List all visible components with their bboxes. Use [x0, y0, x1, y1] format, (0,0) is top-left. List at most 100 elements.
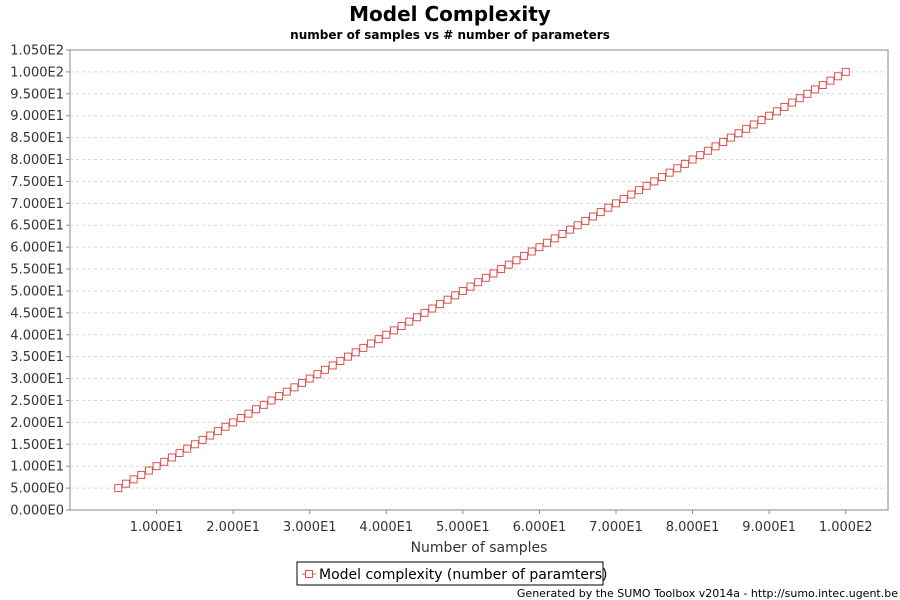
- data-point: [818, 81, 827, 90]
- y-axis: 0.000E0 5.000E0 1.000E1 1.500E1 2.000E1 2.500…: [10, 44, 70, 519]
- data-point: [275, 392, 284, 401]
- data-point: [726, 133, 735, 142]
- y-tick-label: 4.500E1: [10, 306, 64, 321]
- footer-credit: Generated by the SUMO Toolbox v2014a - h…: [517, 587, 898, 600]
- data-point: [290, 383, 299, 392]
- data-point: [397, 322, 406, 330]
- data-point: [550, 234, 559, 243]
- data-point: [841, 67, 850, 76]
- data-point: [129, 475, 138, 484]
- data-point: [634, 186, 643, 195]
- data-point: [351, 348, 360, 357]
- data-point: [504, 260, 513, 269]
- data-point: [451, 291, 460, 300]
- y-tick-label: 6.000E1: [10, 241, 64, 256]
- data-point: [405, 317, 414, 326]
- data-point: [305, 374, 314, 383]
- data-point: [160, 457, 169, 466]
- data-point: [497, 265, 506, 274]
- x-tick-label: 2.000E1: [206, 520, 260, 535]
- data-point: [359, 343, 368, 352]
- data-point: [382, 330, 391, 339]
- data-point: [206, 431, 215, 440]
- data-point: [566, 225, 575, 234]
- data-point: [344, 352, 352, 361]
- data-point: [757, 116, 766, 125]
- data-point: [366, 339, 375, 348]
- x-tick-label: 3.000E1: [283, 520, 337, 535]
- data-point: [527, 247, 536, 256]
- data-point: [458, 286, 467, 295]
- y-tick-label: 1.000E1: [10, 460, 64, 475]
- y-tick-label: 9.500E1: [10, 87, 64, 102]
- data-point: [650, 177, 659, 186]
- data-point: [328, 361, 337, 370]
- data-point: [788, 98, 797, 107]
- data-point: [481, 273, 490, 282]
- y-tick-label: 3.500E1: [10, 350, 64, 365]
- series-markers: [114, 67, 850, 493]
- x-tick-label: 1.000E1: [130, 520, 184, 535]
- data-point: [765, 111, 774, 120]
- data-point: [389, 326, 398, 335]
- data-point: [198, 435, 207, 444]
- data-point: [435, 300, 444, 309]
- x-axis-label: Number of samples: [411, 540, 548, 556]
- y-tick-label: 8.000E1: [10, 153, 64, 168]
- data-point: [190, 440, 199, 449]
- data-point: [144, 466, 153, 475]
- data-point: [213, 427, 222, 436]
- data-point: [673, 164, 682, 173]
- data-point: [558, 230, 567, 238]
- data-point: [167, 453, 176, 462]
- data-point: [428, 304, 437, 313]
- legend-marker: [305, 570, 313, 578]
- x-tick-label: 9.000E1: [742, 520, 796, 535]
- data-point: [596, 208, 605, 217]
- data-point: [474, 278, 483, 287]
- data-point: [466, 282, 475, 291]
- legend-label: Model complexity (number of paramters): [319, 567, 607, 583]
- y-tick-label: 5.000E1: [10, 284, 64, 299]
- data-point: [688, 155, 697, 164]
- x-axis: 1.000E1 2.000E1 3.000E1 4.000E1 5.000E1 6.000…: [130, 510, 873, 535]
- x-tick-label: 4.000E1: [359, 520, 413, 535]
- x-tick-label: 5.000E1: [436, 520, 490, 535]
- data-point: [680, 159, 689, 168]
- data-point: [535, 243, 544, 252]
- data-point: [811, 85, 820, 94]
- grid-layer: [70, 71, 888, 489]
- y-tick-label: 3.000E1: [10, 372, 64, 387]
- data-point: [834, 72, 843, 81]
- data-point: [420, 308, 429, 317]
- data-point: [114, 484, 123, 493]
- data-point: [121, 479, 130, 488]
- y-tick-label: 7.000E1: [10, 197, 64, 212]
- y-tick-label: 1.000E2: [10, 65, 64, 80]
- data-point: [244, 409, 253, 418]
- y-tick-label: 6.500E1: [10, 219, 64, 234]
- data-point: [696, 151, 705, 160]
- data-point: [749, 120, 758, 129]
- y-tick-label: 4.000E1: [10, 328, 64, 343]
- data-point: [657, 173, 666, 182]
- data-point: [772, 107, 781, 116]
- data-point: [512, 256, 521, 265]
- data-point: [252, 405, 261, 414]
- y-tick-label: 1.050E2: [10, 44, 64, 59]
- data-point: [412, 313, 421, 322]
- data-point: [267, 396, 276, 405]
- data-point: [581, 216, 590, 225]
- data-point: [642, 181, 651, 190]
- x-tick-label: 1.000E2: [819, 520, 873, 535]
- data-point: [374, 335, 383, 344]
- data-point: [665, 168, 674, 177]
- y-tick-label: 7.500E1: [10, 175, 64, 190]
- data-point: [298, 378, 307, 387]
- x-tick-label: 8.000E1: [666, 520, 720, 535]
- data-point: [175, 449, 184, 458]
- y-tick-label: 2.000E1: [10, 416, 64, 431]
- data-point: [734, 129, 743, 138]
- data-point: [742, 124, 751, 133]
